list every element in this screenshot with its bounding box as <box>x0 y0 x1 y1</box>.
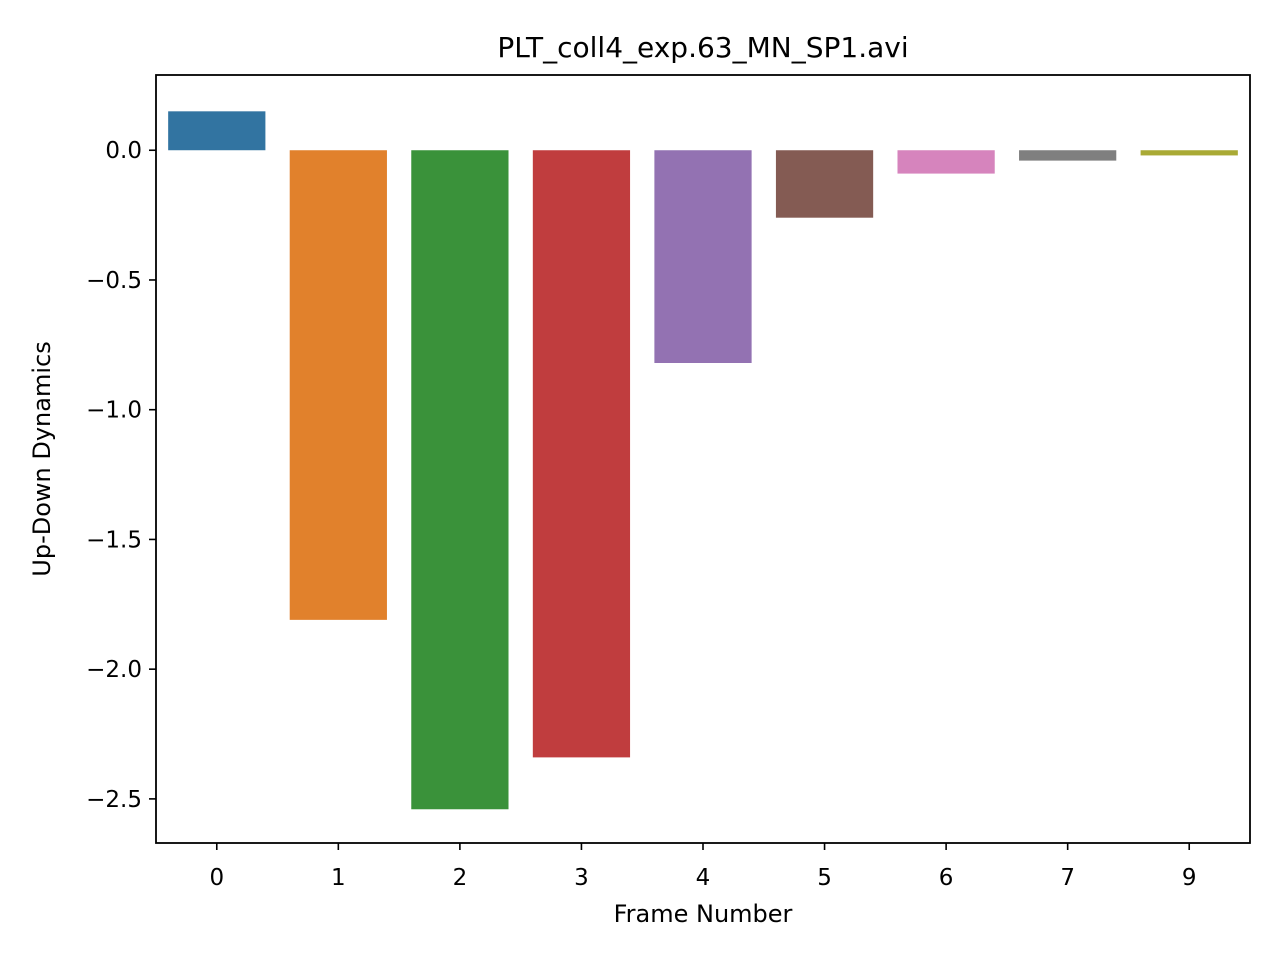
bar-frame-0 <box>168 111 266 151</box>
bar-frame-2 <box>411 150 509 810</box>
x-tick-label: 2 <box>453 865 468 891</box>
chart-title: PLT_coll4_exp.63_MN_SP1.avi <box>497 31 908 64</box>
y-tick-label: −2.0 <box>86 657 142 683</box>
bar-frame-4 <box>654 150 752 363</box>
y-tick-label: −2.5 <box>86 787 142 813</box>
x-tick-label: 7 <box>1060 865 1075 891</box>
bar-frame-9 <box>1140 150 1238 156</box>
bar-frame-5 <box>775 150 874 218</box>
bars-group <box>168 111 1238 810</box>
x-tick-label: 5 <box>817 865 832 891</box>
y-tick-label: −1.0 <box>86 398 142 424</box>
bar-frame-3 <box>532 150 631 758</box>
bar-frame-6 <box>897 150 995 174</box>
bar-frame-7 <box>1019 150 1117 161</box>
x-tick-label: 3 <box>574 865 589 891</box>
x-axis-label: Frame Number <box>614 900 793 928</box>
x-axis-ticks: 0 1 2 3 4 5 6 7 9 <box>209 843 1197 891</box>
x-tick-label: 4 <box>696 865 711 891</box>
y-tick-label: −1.5 <box>86 527 142 553</box>
bar-frame-1 <box>289 150 387 620</box>
x-tick-label: 9 <box>1182 865 1197 891</box>
x-tick-label: 6 <box>939 865 954 891</box>
x-tick-label: 1 <box>331 865 346 891</box>
y-tick-label: −0.5 <box>86 268 142 294</box>
plot-frame <box>155 74 1251 844</box>
x-tick-label: 0 <box>209 865 224 891</box>
y-axis-ticks: 0.0 −0.5 −1.0 −1.5 −2.0 −2.5 <box>86 138 156 813</box>
y-tick-label: 0.0 <box>105 138 142 164</box>
y-axis-label: Up-Down Dynamics <box>28 341 56 576</box>
